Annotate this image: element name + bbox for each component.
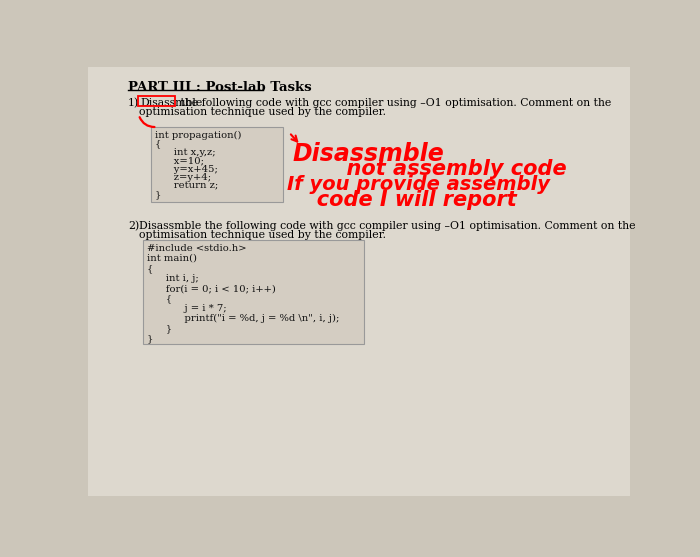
Text: PART III : Post-lab Tasks: PART III : Post-lab Tasks <box>128 81 312 94</box>
Text: {: { <box>147 294 172 303</box>
Text: optimisation technique used by the compiler.: optimisation technique used by the compi… <box>139 107 386 117</box>
Text: Disassmble: Disassmble <box>293 142 444 167</box>
Text: {: { <box>155 139 161 148</box>
Text: }: } <box>147 324 172 333</box>
Text: printf("i = %d, j = %d \n", i, j);: printf("i = %d, j = %d \n", i, j); <box>147 314 340 323</box>
Text: }: } <box>155 190 161 199</box>
FancyBboxPatch shape <box>151 127 283 202</box>
Text: int main(): int main() <box>147 254 197 263</box>
Text: 1): 1) <box>128 97 139 108</box>
Text: 2): 2) <box>128 221 139 231</box>
Text: int i, j;: int i, j; <box>147 274 199 283</box>
Text: x=10;: x=10; <box>155 156 204 165</box>
Text: for(i = 0; i < 10; i++): for(i = 0; i < 10; i++) <box>147 284 276 293</box>
Text: Disassmble the following code with gcc compiler using –O1 optimisation. Comment : Disassmble the following code with gcc c… <box>139 221 635 231</box>
Text: the following code with gcc compiler using –O1 optimisation. Comment on the: the following code with gcc compiler usi… <box>177 97 612 108</box>
Text: {: { <box>147 264 153 273</box>
Text: }: } <box>147 334 153 343</box>
Text: int x,y,z;: int x,y,z; <box>155 148 216 157</box>
Text: j = i * 7;: j = i * 7; <box>147 304 227 313</box>
Text: z=y+4;: z=y+4; <box>155 173 211 182</box>
Text: #include <stdio.h>: #include <stdio.h> <box>147 244 246 253</box>
Text: If you provide assembly: If you provide assembly <box>288 175 550 194</box>
FancyBboxPatch shape <box>144 240 364 344</box>
Text: not assembly code: not assembly code <box>303 159 566 179</box>
Text: code I will report: code I will report <box>295 190 517 210</box>
Text: return z;: return z; <box>155 182 218 190</box>
Text: Disassmble: Disassmble <box>140 97 202 108</box>
Text: int propagation(): int propagation() <box>155 131 241 140</box>
Text: optimisation technique used by the compiler.: optimisation technique used by the compi… <box>139 230 386 240</box>
Text: y=x+45;: y=x+45; <box>155 165 218 174</box>
